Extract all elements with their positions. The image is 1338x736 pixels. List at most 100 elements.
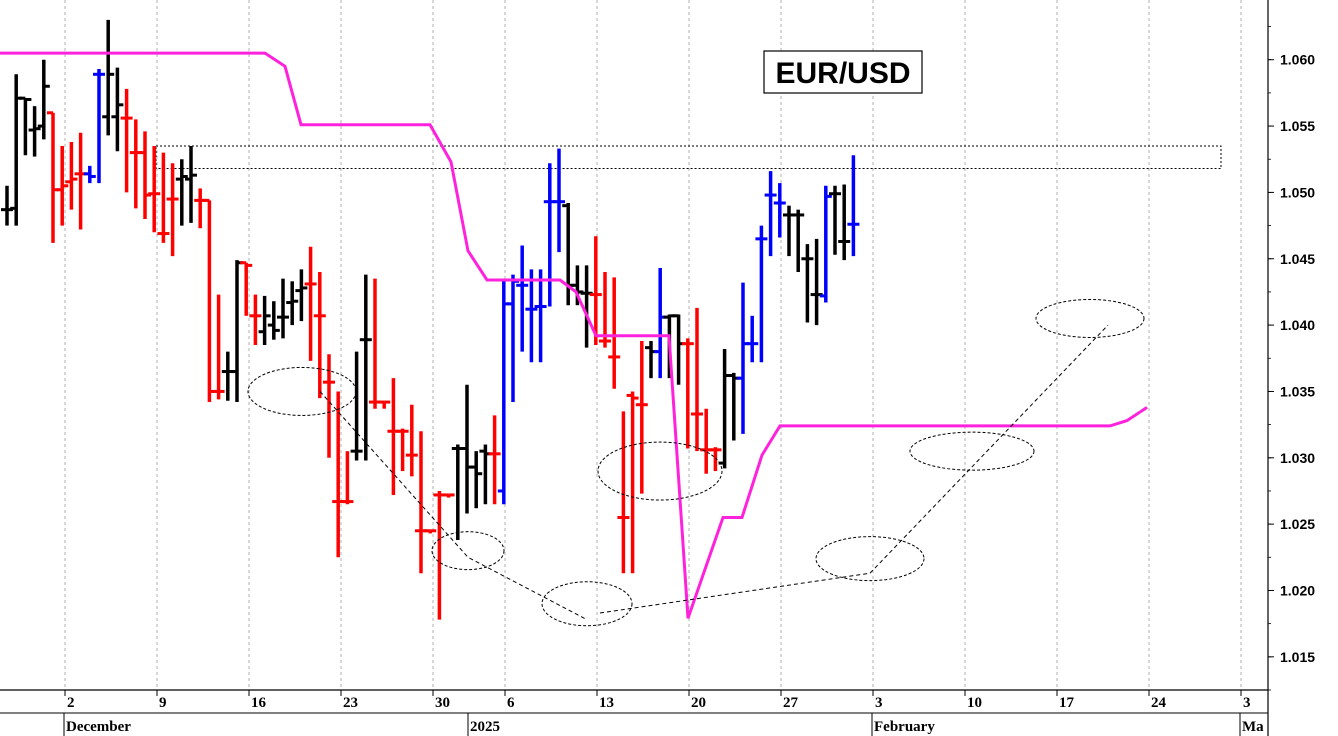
annotation-ellipse: [247, 366, 357, 416]
ohlc-bar: [451, 444, 464, 541]
stop-line-path: [0, 51, 1148, 619]
ohlc-bar: [359, 274, 372, 461]
ohlc-bar: [681, 338, 694, 449]
ohlc-bar: [746, 315, 759, 363]
ohlc-bar: [470, 451, 483, 509]
ohlc-bar: [267, 301, 280, 340]
y-tick-label: 1.050: [1280, 184, 1315, 200]
trend-lines: [319, 324, 1109, 621]
x-tick-label: 3: [875, 695, 883, 711]
month-label: December: [66, 719, 131, 735]
x-tick-label: 13: [599, 695, 614, 711]
x-tick-label: 30: [435, 695, 450, 711]
ohlc-bar: [120, 88, 133, 193]
month-label: February: [874, 719, 935, 735]
x-tick-label: 16: [251, 695, 267, 711]
x-tick-label: 9: [159, 695, 167, 711]
y-tick-label: 1.060: [1280, 52, 1315, 68]
ohlc-bar: [727, 372, 740, 441]
resistance-zone: [155, 145, 1222, 170]
x-tick-label: 6: [507, 695, 515, 711]
ohlc-bar: [424, 529, 437, 534]
ohlc-bar: [129, 119, 142, 209]
annotation-ellipse: [909, 431, 1035, 471]
ohlc-bar: [286, 281, 299, 326]
ohlc-bar: [773, 183, 786, 238]
y-tick-label: 1.055: [1280, 118, 1315, 134]
x-tick-label: 27: [783, 695, 799, 711]
y-tick-label: 1.045: [1280, 251, 1315, 267]
month-label: Ma: [1242, 719, 1264, 735]
annotation-ellipse: [541, 581, 633, 627]
ohlc-bar: [341, 451, 354, 505]
month-labels: December 2025 February Ma: [63, 713, 1264, 736]
ohlc-bar: [277, 278, 289, 339]
ohlc-bar: [488, 415, 501, 505]
ohlc-bar: [350, 351, 363, 461]
ohlc-bar: [19, 96, 32, 156]
annotation-ellipse: [431, 531, 505, 571]
chart-title-frame: [763, 50, 923, 94]
ohlc-bar: [56, 145, 69, 226]
ohlc-bar: [801, 244, 814, 323]
annotation-ellipse: [815, 536, 925, 582]
ohlc-bar: [461, 384, 473, 514]
price-bars: [1, 19, 860, 620]
ohlc-bar: [847, 155, 860, 257]
x-tick-label: 10: [967, 695, 982, 711]
ohlc-bar: [783, 205, 795, 257]
ohlc-bar: [240, 261, 253, 316]
ohlc-bar: [543, 163, 556, 307]
ohlc-bar: [148, 145, 161, 233]
ohlc-bar: [415, 431, 427, 574]
ohlc-bar: [47, 111, 59, 243]
stop-line: [0, 51, 1148, 619]
ohlc-bar: [166, 163, 179, 257]
ohlc-bar: [28, 106, 41, 157]
ohlc-bar: [258, 295, 271, 345]
ohlc-bar: [608, 277, 621, 389]
y-tick-label: 1.030: [1280, 450, 1315, 466]
trend-line: [599, 324, 1109, 614]
ohlc-bar: [111, 67, 124, 152]
ohlc-bar: [525, 269, 538, 363]
ohlc-bar: [387, 378, 400, 495]
x-tick-label: 2: [67, 695, 75, 711]
y-tick-label: 1.015: [1280, 649, 1315, 665]
ohlc-bar: [617, 411, 630, 574]
trend-line: [319, 391, 588, 621]
ohlc-bar: [654, 268, 667, 379]
ohlc-bar: [185, 145, 197, 223]
chart-title: EUR/USD: [775, 57, 910, 90]
ohlc-bar: [203, 198, 216, 403]
x-tick-label: 20: [691, 695, 706, 711]
ohlc-bar: [369, 278, 381, 409]
x-tick-label: 17: [1059, 695, 1075, 711]
ohlc-bar: [102, 19, 115, 136]
ohlc-bar: [691, 307, 703, 452]
ohlc-bar: [83, 165, 96, 184]
annotation-ellipse: [597, 441, 723, 501]
x-tick-label: 23: [343, 695, 358, 711]
ohlc-bar: [295, 269, 308, 322]
ohlc-bar: [792, 209, 805, 273]
resistance-box: [155, 145, 1222, 170]
y-tick-label: 1.025: [1280, 516, 1315, 532]
grid-lines: [64, 0, 1242, 690]
y-tick-label: 1.040: [1280, 317, 1315, 333]
ohlc-bar: [672, 314, 685, 385]
ohlc-bar: [332, 391, 345, 558]
ohlc-bar: [645, 341, 657, 379]
chart-title-box: EUR/USD: [763, 50, 923, 94]
axes: [0, 0, 1269, 736]
ohlc-bar: [157, 152, 170, 243]
ohlc-bar: [700, 408, 713, 474]
ohlc-bar: [37, 59, 50, 140]
y-tick-label: 1.035: [1280, 383, 1315, 399]
ohlc-bar: [838, 184, 851, 261]
ohlc-bar: [571, 265, 584, 306]
ohlc-bar: [249, 294, 262, 345]
annotation-ellipse: [1035, 298, 1145, 338]
ohlc-bar: [810, 238, 823, 326]
